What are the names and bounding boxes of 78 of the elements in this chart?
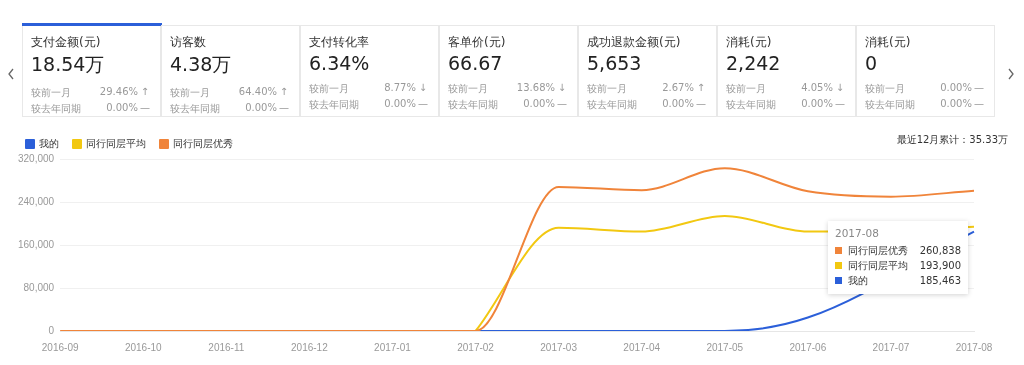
text: 0.00% (940, 98, 972, 111)
text: 较去年同期 (31, 102, 81, 116)
x-tick-label: 2017-06 (789, 341, 827, 353)
text: 较去年同期 (865, 98, 915, 112)
text: 66.67 (448, 52, 504, 74)
text: 成功退款金额(元) (587, 34, 682, 51)
annotation: 同行同层优秀 (848, 243, 908, 258)
legend-label: 我的 (39, 137, 59, 149)
y-tick-label: 80,000 (23, 281, 55, 293)
x-tick-label: 2017-07 (872, 341, 910, 353)
text: 0.00% (106, 102, 138, 115)
text: 4.05% (801, 82, 833, 95)
text: 较去年同期 (726, 98, 776, 112)
x-tick-label: 2017-08 (955, 341, 993, 353)
text: 0.00% (940, 82, 972, 95)
x-tick-label: 2017-05 (706, 341, 744, 353)
text: ↑ (278, 86, 290, 99)
text: 4.38万 (170, 52, 233, 77)
text: 13.68% (516, 82, 555, 95)
annotation: 260,838 (918, 245, 961, 256)
x-tick-label: 2016-11 (208, 341, 245, 353)
text: 0.00% (662, 98, 694, 111)
text: — (556, 98, 568, 111)
annotation: 同行同层平均 (848, 258, 908, 273)
text: 支付金额(元) (31, 34, 102, 51)
x-tick-label: 2017-04 (623, 341, 661, 353)
text: 客单价(元) (448, 34, 507, 51)
text: ↑ (695, 82, 707, 95)
text: 0.00% (384, 98, 416, 111)
annotation: 2017-08 (835, 227, 880, 239)
text: 访客数 (170, 34, 207, 51)
text: 0.00% (245, 102, 277, 115)
x-tick-label: 2017-03 (540, 341, 578, 353)
text: — (278, 102, 290, 115)
text: ↓ (834, 82, 846, 95)
x-tick-label: 2017-01 (374, 341, 412, 353)
legend-label: 同行同层优秀 (173, 137, 233, 149)
y-tick-label: 0 (48, 324, 55, 336)
x-tick-label: 2017-02 (457, 341, 495, 353)
line-series (59, 167, 975, 331)
text: — (973, 82, 985, 95)
text: — (834, 98, 846, 111)
text: 0.00% (523, 98, 555, 111)
text: ↑ (139, 86, 151, 99)
text: ↓ (417, 82, 429, 95)
annotation: 185,463 (918, 275, 961, 286)
text: 6.34% (309, 52, 371, 74)
x-tick-label: 2016-12 (291, 341, 329, 353)
text: 64.40% (238, 86, 277, 99)
text: ↓ (556, 82, 568, 95)
annotation: 193,900 (918, 260, 961, 271)
text: 较去年同期 (170, 102, 220, 116)
text: 0 (865, 52, 879, 74)
x-tick-label: 2016-09 (41, 341, 79, 353)
text: 5,653 (587, 52, 643, 74)
text: 消耗(元) (865, 34, 912, 51)
y-tick-label: 240,000 (17, 195, 55, 207)
text: 2.67% (662, 82, 694, 95)
text: 较去年同期 (587, 98, 637, 112)
legend-label: 同行同层平均 (86, 137, 146, 149)
text: 最近12月累计：35.33万 (896, 133, 1008, 147)
text: — (973, 98, 985, 111)
text: 支付转化率 (309, 34, 370, 51)
text: — (139, 102, 151, 115)
text: 29.46% (99, 86, 138, 99)
text: — (417, 98, 429, 111)
y-tick-label: 320,000 (17, 152, 55, 164)
text: 18.54万 (31, 52, 106, 77)
y-tick-label: 160,000 (17, 238, 55, 250)
text: — (695, 98, 707, 111)
annotation: 我的 (848, 273, 868, 288)
text: 较去年同期 (309, 98, 359, 112)
text: 0.00% (801, 98, 833, 111)
text: 较去年同期 (448, 98, 498, 112)
text: 消耗(元) (726, 34, 773, 51)
text: 8.77% (384, 82, 416, 95)
x-tick-label: 2016-10 (124, 341, 163, 353)
text: 2,242 (726, 52, 782, 74)
